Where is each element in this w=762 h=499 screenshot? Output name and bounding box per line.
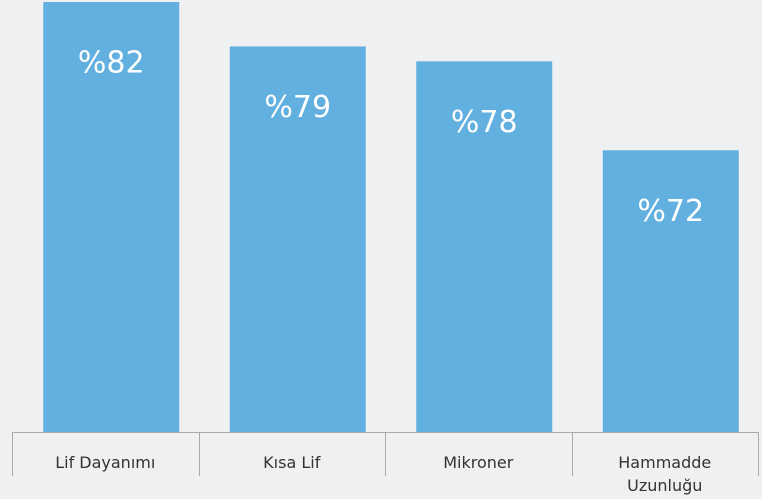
value-label: %82: [78, 46, 145, 81]
x-tick-label: Lif Dayanımı: [55, 453, 156, 472]
x-tick-label: Kısa Lif: [263, 453, 321, 472]
value-label: %72: [637, 194, 704, 229]
x-tick-label: Hammadde Uzunluğu: [618, 453, 712, 495]
x-tick-label: Mikroner: [443, 453, 514, 472]
value-label: %78: [451, 105, 518, 140]
bar: [416, 61, 553, 433]
value-label: %79: [264, 90, 331, 125]
bar: [43, 2, 180, 432]
bar: [229, 46, 366, 432]
bar: [602, 150, 739, 432]
